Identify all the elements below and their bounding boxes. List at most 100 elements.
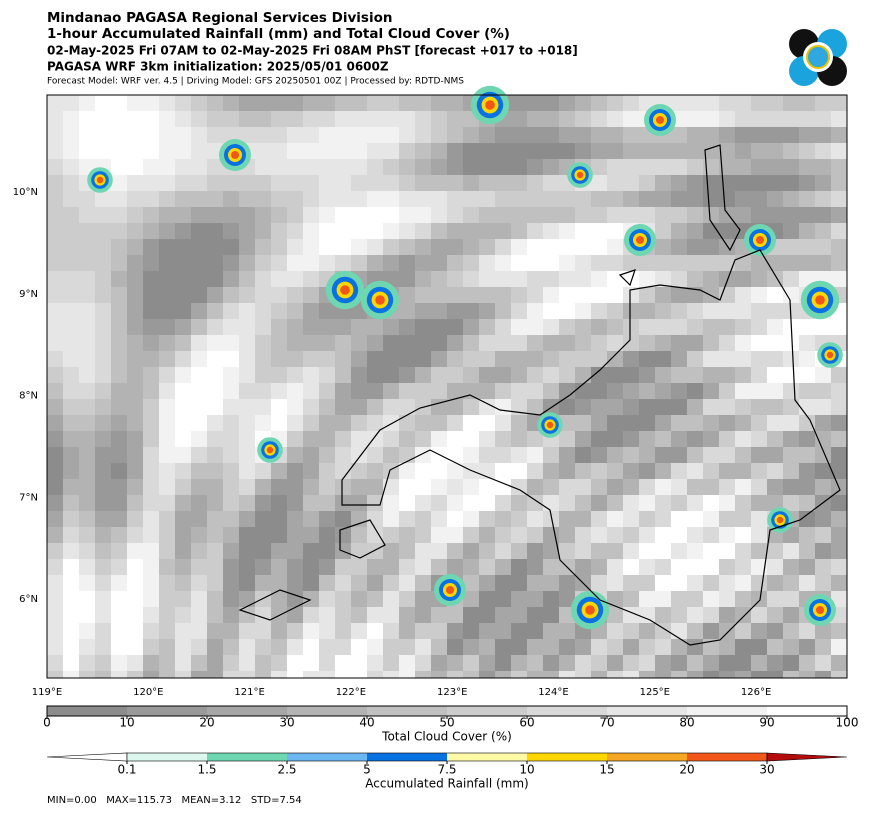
cloud-cell	[703, 559, 719, 575]
cloud-cell	[207, 95, 223, 111]
cloud-cell	[623, 639, 639, 655]
cloud-cell	[319, 367, 335, 383]
cloud-cell	[655, 207, 671, 223]
cloud-cell	[239, 559, 255, 575]
cloud-cell	[543, 623, 559, 639]
cloud-cell	[799, 511, 815, 527]
cloud-cell	[751, 303, 767, 319]
cloud-cell	[687, 527, 703, 543]
cloud-cell	[255, 527, 271, 543]
cloud-cell	[623, 335, 639, 351]
cloud-cell	[831, 399, 847, 415]
cloud-cell	[607, 95, 623, 111]
cloud-cell	[47, 111, 63, 127]
cloud-cell	[335, 335, 351, 351]
cloud-cell	[671, 639, 687, 655]
cloud-cell	[719, 591, 735, 607]
cloud-cell	[639, 319, 655, 335]
cloud-cell	[655, 303, 671, 319]
cloud-cell	[463, 559, 479, 575]
rain-blob	[485, 100, 495, 110]
cloud-cell	[591, 303, 607, 319]
cloud-cell	[511, 159, 527, 175]
cloud-cell	[383, 543, 399, 559]
cloud-cell	[751, 159, 767, 175]
cloud-cell	[207, 255, 223, 271]
cloud-cell	[399, 159, 415, 175]
cloud-cell	[111, 319, 127, 335]
cloud-cell	[511, 303, 527, 319]
cloud-cell	[623, 351, 639, 367]
rain-blob	[375, 295, 385, 305]
cloud-cell	[831, 655, 847, 671]
cloud-colorbar-segment	[207, 706, 287, 716]
cloud-cell	[399, 607, 415, 623]
cloud-cell	[735, 367, 751, 383]
cloud-cell	[751, 543, 767, 559]
cloud-cell	[623, 591, 639, 607]
cloud-cell	[783, 559, 799, 575]
cloud-cell	[463, 591, 479, 607]
cloud-cell	[271, 191, 287, 207]
cloud-cell	[367, 175, 383, 191]
cloud-cell	[111, 463, 127, 479]
cloud-cell	[351, 559, 367, 575]
cloud-cell	[671, 671, 687, 678]
cloud-cell	[63, 575, 79, 591]
cloud-cell	[351, 671, 367, 678]
cloud-cell	[239, 431, 255, 447]
cloud-cell	[527, 383, 543, 399]
cloud-cell	[191, 511, 207, 527]
cloud-colorbar-segment	[367, 706, 447, 716]
cloud-cell	[255, 95, 271, 111]
cloud-cell	[79, 191, 95, 207]
cloud-cell	[191, 591, 207, 607]
cloud-cell	[319, 319, 335, 335]
cloud-cell	[543, 319, 559, 335]
cloud-cell	[511, 287, 527, 303]
cloud-cell	[351, 575, 367, 591]
cloud-cell	[815, 511, 831, 527]
cloud-cell	[671, 335, 687, 351]
cloud-cell	[575, 543, 591, 559]
cloud-cell	[783, 335, 799, 351]
cloud-cell	[271, 223, 287, 239]
cloud-cell	[111, 271, 127, 287]
cloud-cell	[335, 319, 351, 335]
cloud-cell	[175, 431, 191, 447]
cloud-cell	[303, 367, 319, 383]
cloud-cell	[575, 111, 591, 127]
cloud-cell	[63, 271, 79, 287]
cloud-cell	[655, 287, 671, 303]
cloud-cell	[799, 367, 815, 383]
cloud-cell	[63, 319, 79, 335]
cloud-cell	[719, 127, 735, 143]
cloud-cell	[511, 271, 527, 287]
cloud-cell	[559, 143, 575, 159]
cloud-cell	[495, 367, 511, 383]
cloud-cell	[527, 527, 543, 543]
cloud-cell	[47, 431, 63, 447]
cloud-cell	[495, 479, 511, 495]
cloud-cell	[351, 223, 367, 239]
cloud-cell	[319, 335, 335, 351]
cloud-cell	[463, 431, 479, 447]
cloud-cell	[319, 591, 335, 607]
cloud-cell	[191, 383, 207, 399]
cloud-cell	[495, 495, 511, 511]
cloud-cell	[319, 223, 335, 239]
cloud-cell	[79, 223, 95, 239]
cloud-cell	[399, 399, 415, 415]
cloud-cell	[639, 271, 655, 287]
cloud-cell	[95, 271, 111, 287]
cloud-cell	[207, 623, 223, 639]
cloud-cell	[399, 127, 415, 143]
cloud-cell	[415, 303, 431, 319]
cloud-cell	[511, 175, 527, 191]
cloud-cell	[159, 559, 175, 575]
cloud-cell	[623, 367, 639, 383]
cloud-cell	[527, 511, 543, 527]
cloud-cell	[575, 655, 591, 671]
cloud-cell	[47, 191, 63, 207]
cloud-cell	[367, 335, 383, 351]
